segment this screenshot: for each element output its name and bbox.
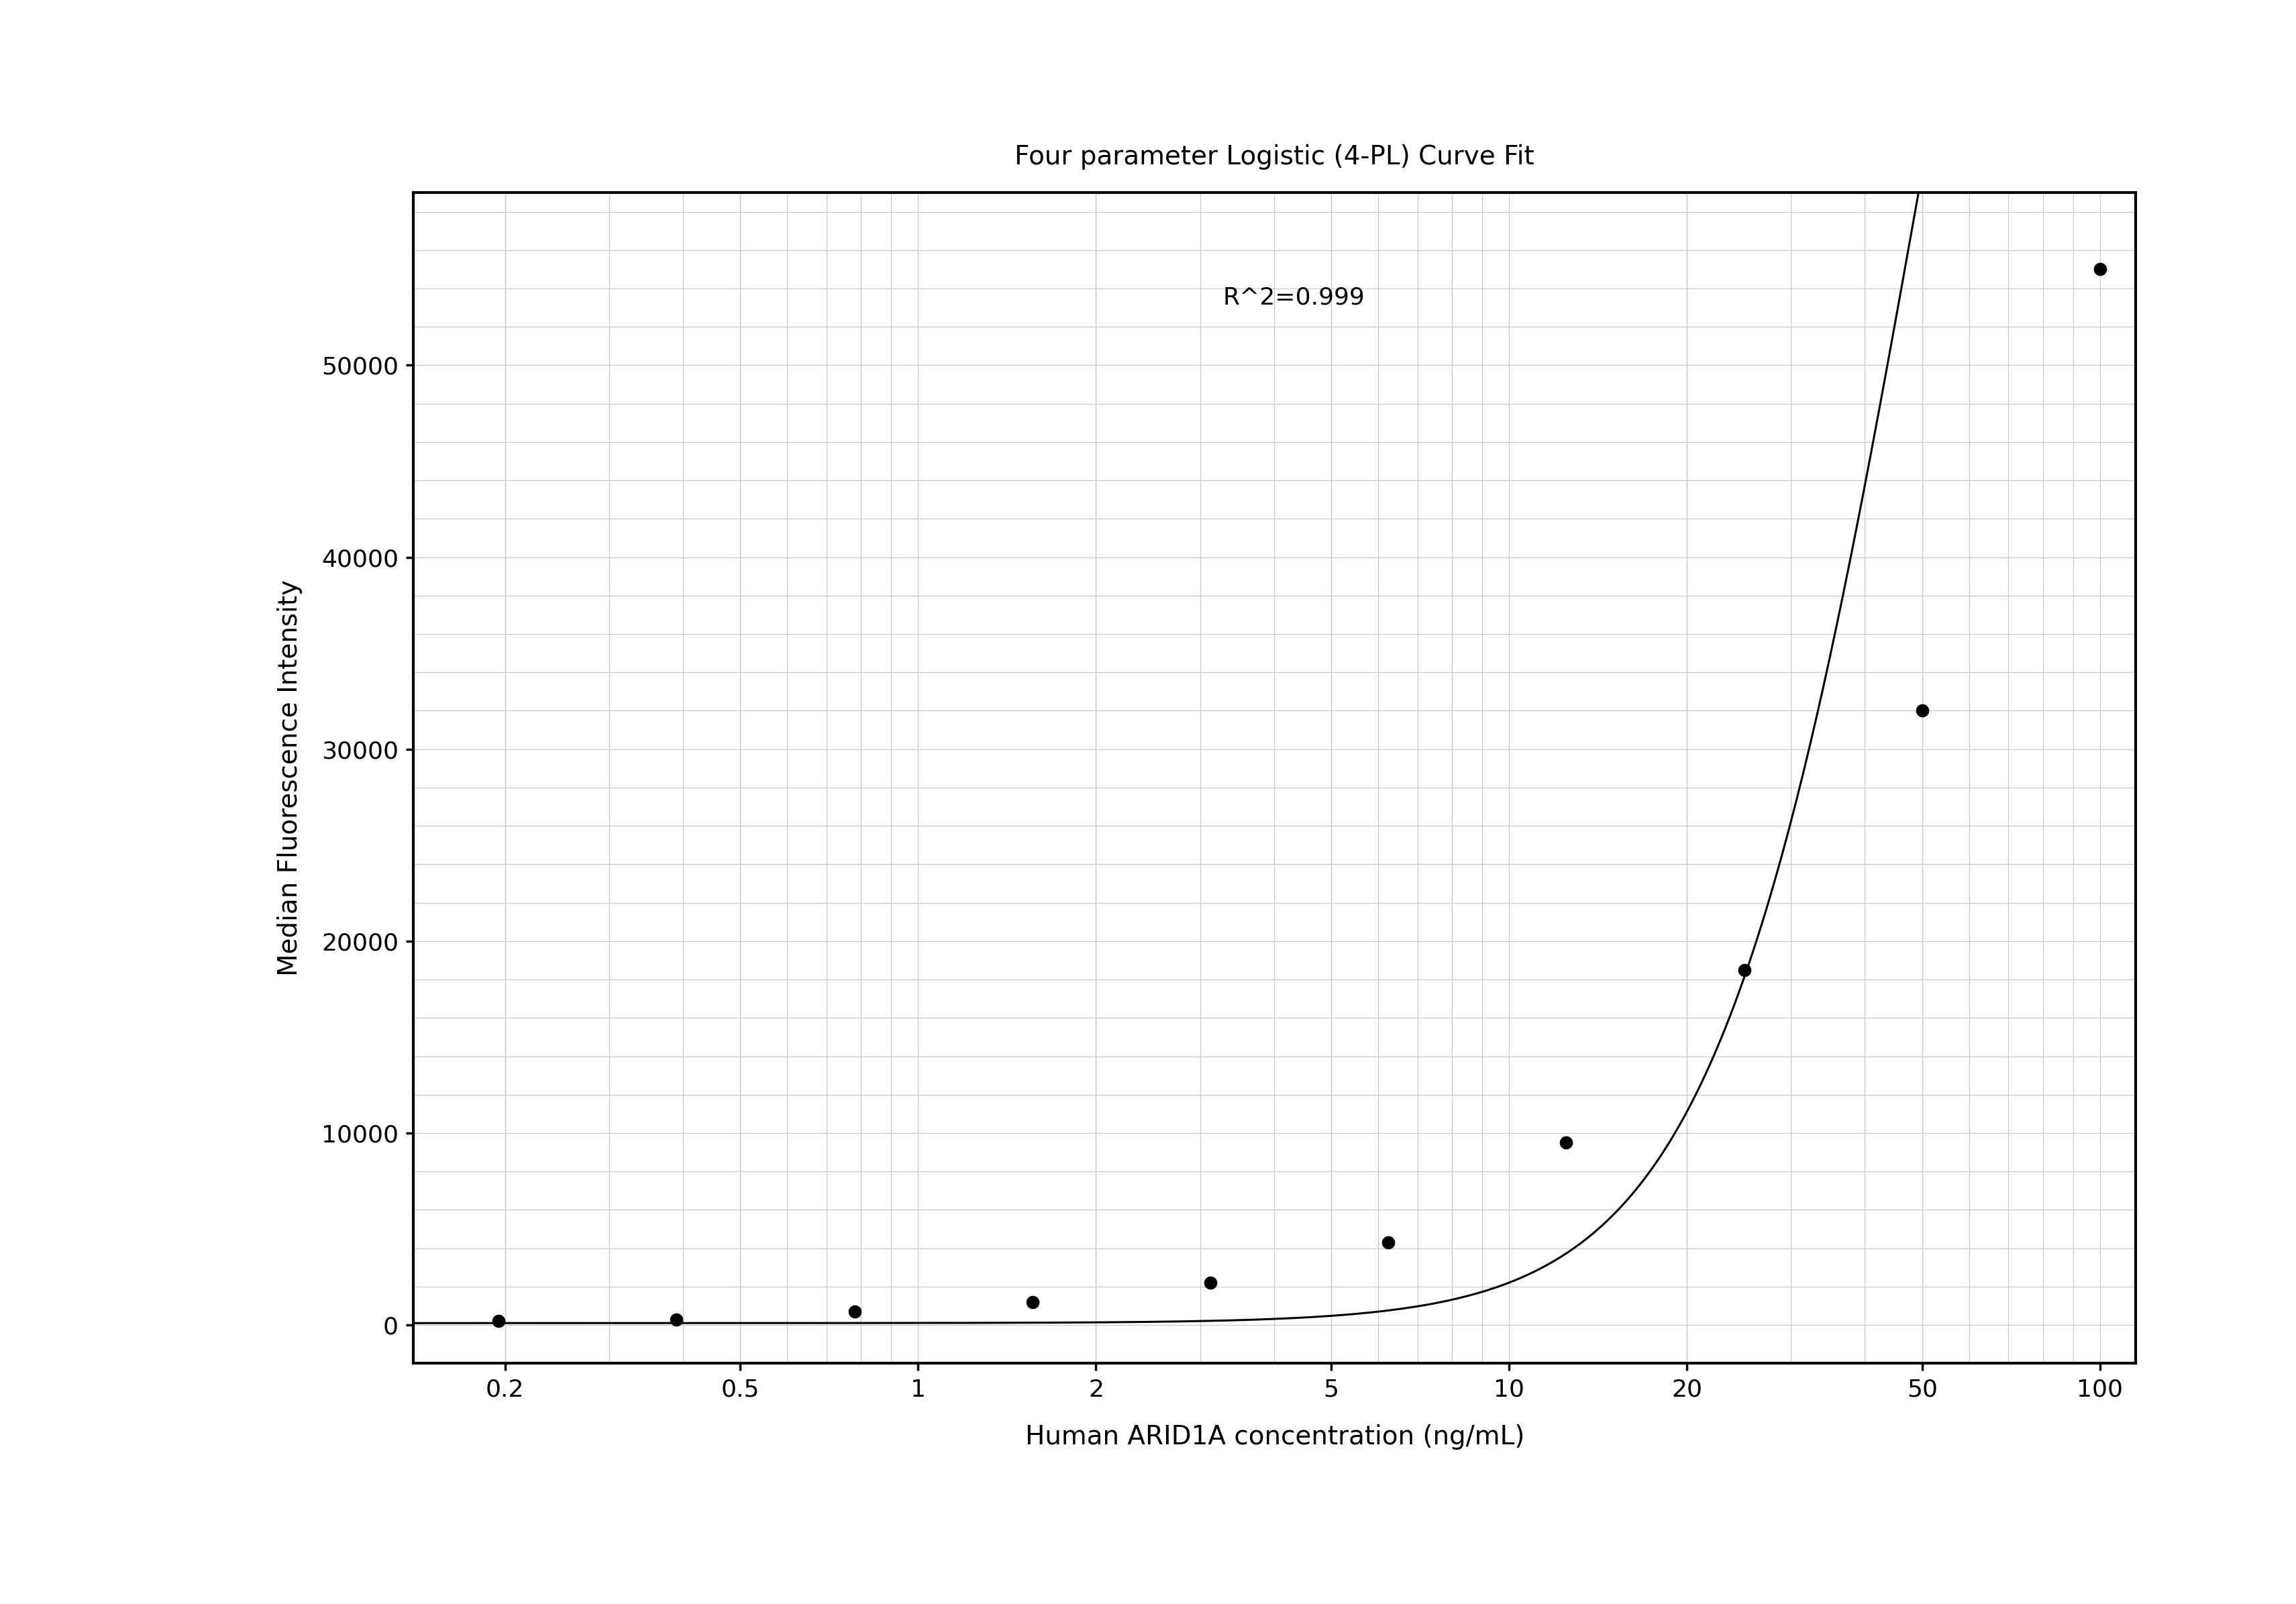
Y-axis label: Median Fluorescence Intensity: Median Fluorescence Intensity [278, 579, 303, 977]
Point [1548, 1129, 1584, 1155]
Point [657, 1306, 693, 1331]
Point [836, 1299, 872, 1325]
Point [480, 1309, 517, 1335]
Text: R^2=0.999: R^2=0.999 [1221, 286, 1364, 310]
Point [1371, 1230, 1407, 1256]
Title: Four parameter Logistic (4-PL) Curve Fit: Four parameter Logistic (4-PL) Curve Fit [1015, 144, 1534, 170]
Point [1724, 958, 1761, 983]
Point [2080, 257, 2117, 282]
X-axis label: Human ARID1A concentration (ng/mL): Human ARID1A concentration (ng/mL) [1024, 1424, 1525, 1450]
Point [1015, 1290, 1052, 1315]
Point [1192, 1270, 1228, 1296]
Point [1903, 698, 1940, 723]
